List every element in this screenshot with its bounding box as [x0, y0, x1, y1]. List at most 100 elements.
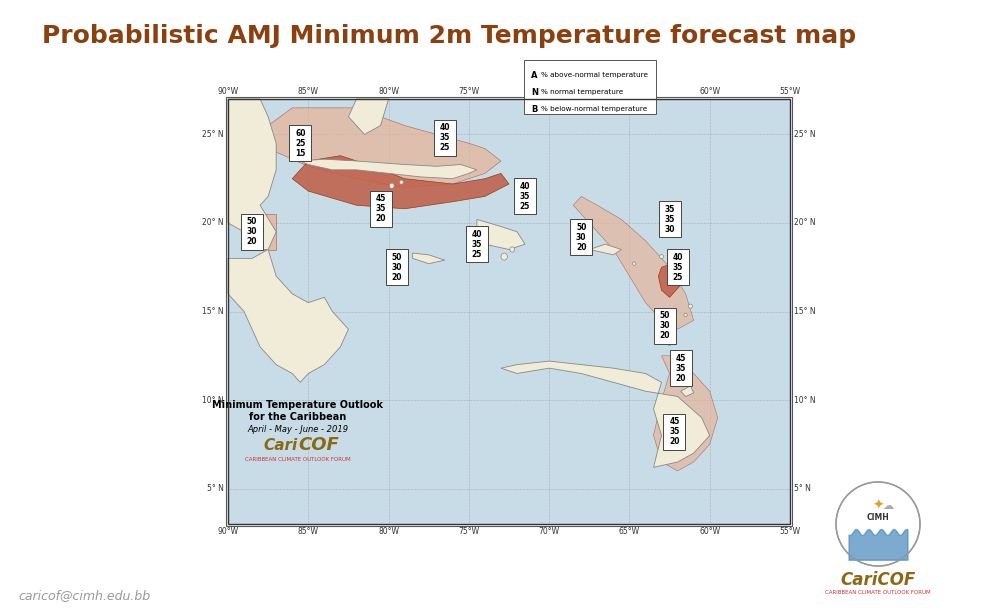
Text: 5° N: 5° N — [207, 484, 224, 493]
Polygon shape — [658, 262, 685, 297]
Polygon shape — [349, 99, 388, 135]
Text: 25° N: 25° N — [794, 130, 815, 139]
Bar — [228, 99, 790, 524]
Polygon shape — [680, 386, 694, 397]
Polygon shape — [412, 253, 445, 264]
Text: 30: 30 — [247, 227, 257, 236]
Ellipse shape — [659, 255, 663, 259]
Text: 10° N: 10° N — [203, 395, 224, 405]
Text: 20: 20 — [659, 331, 670, 340]
Text: 20° N: 20° N — [203, 218, 224, 228]
Text: 25° N: 25° N — [203, 130, 224, 139]
Text: 65°W: 65°W — [619, 527, 640, 536]
Text: A: A — [531, 70, 537, 80]
Ellipse shape — [684, 313, 687, 317]
Text: 30: 30 — [391, 263, 402, 272]
Polygon shape — [292, 155, 509, 209]
Text: 35: 35 — [472, 240, 482, 248]
Text: 40: 40 — [439, 124, 450, 132]
Polygon shape — [228, 99, 276, 250]
Text: % below-normal temperature: % below-normal temperature — [541, 106, 647, 112]
Ellipse shape — [688, 304, 692, 308]
Circle shape — [836, 482, 920, 566]
Text: 35: 35 — [675, 364, 686, 373]
Text: 20: 20 — [391, 273, 402, 282]
Text: ☁: ☁ — [882, 501, 893, 511]
Polygon shape — [477, 220, 525, 250]
Text: CIMH: CIMH — [867, 512, 889, 521]
Ellipse shape — [633, 262, 636, 266]
Polygon shape — [228, 250, 349, 382]
Polygon shape — [268, 108, 501, 187]
Polygon shape — [300, 159, 477, 179]
Text: 30: 30 — [664, 225, 674, 234]
FancyBboxPatch shape — [466, 226, 488, 262]
Text: 30: 30 — [576, 233, 587, 242]
Text: for the Caribbean: for the Caribbean — [249, 412, 347, 422]
Text: 20: 20 — [576, 242, 587, 252]
Text: 35: 35 — [520, 192, 530, 201]
Text: 20: 20 — [375, 214, 386, 223]
Text: 45: 45 — [675, 354, 686, 363]
Text: 45: 45 — [375, 194, 386, 203]
FancyBboxPatch shape — [386, 249, 407, 285]
Text: 35: 35 — [669, 427, 679, 436]
Text: N: N — [531, 88, 538, 97]
Text: 25: 25 — [295, 139, 305, 147]
FancyBboxPatch shape — [514, 178, 536, 214]
FancyBboxPatch shape — [658, 201, 680, 237]
Text: 60: 60 — [295, 129, 305, 138]
Text: 15: 15 — [295, 149, 305, 158]
Ellipse shape — [667, 341, 671, 346]
Text: CARIBBEAN CLIMATE OUTLOOK FORUM: CARIBBEAN CLIMATE OUTLOOK FORUM — [826, 589, 930, 594]
Text: 20° N: 20° N — [794, 218, 815, 228]
Text: 15° N: 15° N — [794, 307, 815, 316]
Text: 25: 25 — [472, 250, 482, 259]
Text: 50: 50 — [391, 253, 402, 262]
Text: 70°W: 70°W — [538, 527, 559, 536]
Bar — [228, 99, 790, 524]
Text: 40: 40 — [672, 253, 682, 262]
Text: 80°W: 80°W — [378, 527, 399, 536]
Text: 35: 35 — [672, 263, 682, 272]
Text: 10° N: 10° N — [794, 395, 815, 405]
Polygon shape — [574, 196, 694, 329]
Text: 5° N: 5° N — [794, 484, 810, 493]
Text: caricof@cimh.edu.bb: caricof@cimh.edu.bb — [18, 589, 150, 602]
Text: 15° N: 15° N — [203, 307, 224, 316]
Ellipse shape — [501, 253, 507, 260]
Text: 20: 20 — [675, 374, 686, 382]
Text: 35: 35 — [375, 204, 386, 214]
Text: 85°W: 85°W — [297, 527, 319, 536]
Text: 30: 30 — [659, 321, 670, 330]
Text: 45: 45 — [669, 417, 679, 427]
Text: 80°W: 80°W — [378, 87, 399, 96]
Text: B: B — [531, 105, 537, 114]
FancyBboxPatch shape — [663, 414, 685, 450]
Text: April - May - June - 2019: April - May - June - 2019 — [247, 425, 349, 434]
Text: Cari: Cari — [264, 438, 298, 453]
Text: 25: 25 — [672, 273, 682, 282]
Text: 20: 20 — [247, 237, 257, 246]
Text: 75°W: 75°W — [459, 87, 480, 96]
FancyBboxPatch shape — [433, 120, 456, 156]
Text: 90°W: 90°W — [218, 87, 239, 96]
FancyBboxPatch shape — [666, 249, 688, 285]
Text: 55°W: 55°W — [779, 527, 800, 536]
Text: 90°W: 90°W — [218, 527, 239, 536]
Text: 60°W: 60°W — [700, 87, 721, 96]
Text: 35: 35 — [664, 205, 674, 214]
Text: 25: 25 — [520, 202, 530, 211]
Ellipse shape — [389, 183, 394, 188]
Text: CARIBBEAN CLIMATE OUTLOOK FORUM: CARIBBEAN CLIMATE OUTLOOK FORUM — [245, 457, 351, 462]
Text: 50: 50 — [247, 217, 257, 226]
Bar — [226, 97, 792, 526]
Polygon shape — [590, 244, 621, 255]
Text: 35: 35 — [664, 215, 674, 224]
Text: 70°W: 70°W — [538, 87, 559, 96]
FancyBboxPatch shape — [289, 125, 311, 162]
Polygon shape — [653, 356, 718, 471]
Text: Probabilistic AMJ Minimum 2m Temperature forecast map: Probabilistic AMJ Minimum 2m Temperature… — [42, 24, 856, 48]
Text: CariCOF: CariCOF — [841, 571, 915, 589]
Ellipse shape — [510, 247, 515, 252]
